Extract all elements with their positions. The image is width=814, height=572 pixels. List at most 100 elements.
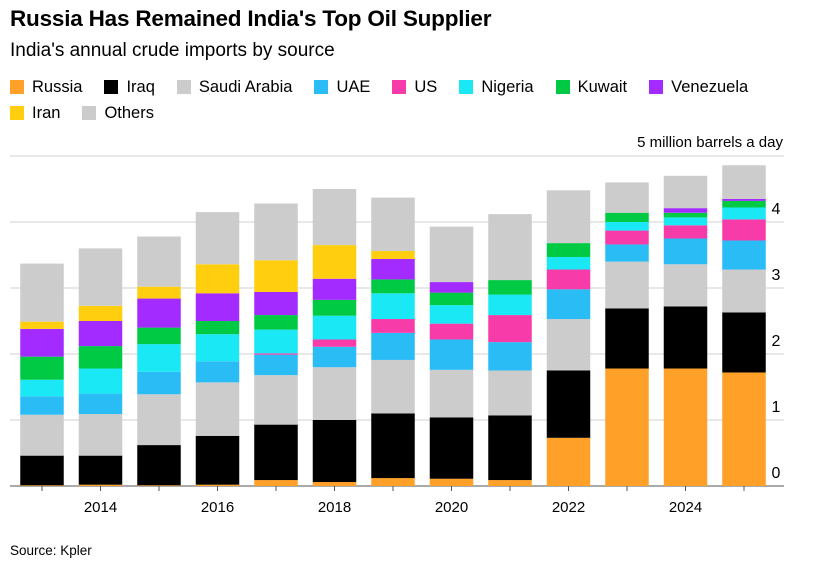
bar-segment-us-2022 bbox=[546, 269, 591, 290]
bar-segment-saudi-arabia-2018 bbox=[312, 367, 357, 420]
legend-item-iraq: Iraq bbox=[104, 77, 155, 97]
bar-segment-us-2021 bbox=[488, 315, 532, 343]
bar-segment-uae-2022 bbox=[546, 289, 591, 320]
bar-segment-others-2022 bbox=[546, 190, 591, 244]
bar-segment-russia-2014 bbox=[78, 484, 123, 486]
bar-segment-us-2018 bbox=[312, 339, 357, 347]
bar-segment-saudi-arabia-2023 bbox=[605, 261, 649, 309]
bar-segment-kuwait-2020 bbox=[429, 292, 474, 306]
bar-segment-russia-2024 bbox=[663, 368, 708, 486]
legend-item-us: US bbox=[392, 77, 437, 97]
bar-segment-saudi-arabia-2022 bbox=[546, 319, 591, 371]
bar-segment-others-2021 bbox=[488, 214, 532, 281]
bar-segment-us-2017 bbox=[254, 353, 298, 355]
bar-segment-us-2023 bbox=[605, 230, 649, 245]
bar-segment-saudi-arabia-2021 bbox=[488, 370, 532, 416]
legend-label: Others bbox=[104, 103, 154, 122]
bar-segment-iran-2014 bbox=[78, 305, 123, 321]
bar-segment-iran-2015 bbox=[137, 286, 181, 299]
bar-segment-others-2013 bbox=[20, 263, 64, 322]
bar-segment-us-2019 bbox=[371, 319, 415, 333]
y-tick-label: 3 bbox=[772, 267, 781, 284]
bar-segment-iraq-2019 bbox=[371, 413, 415, 479]
bar-segment-venezuela-2016 bbox=[195, 293, 240, 321]
bar-segment-iraq-2024 bbox=[663, 306, 708, 369]
bar-segment-saudi-arabia-2025 bbox=[722, 269, 766, 313]
legend-label: UAE bbox=[336, 77, 371, 96]
bar-segment-uae-2024 bbox=[663, 238, 708, 265]
legend-swatch bbox=[555, 80, 570, 94]
bar-segment-kuwait-2023 bbox=[605, 212, 649, 222]
y-axis-label: 5 million barrels a day bbox=[637, 134, 783, 151]
bar-segment-iraq-2015 bbox=[137, 445, 181, 486]
bar-segment-nigeria-2018 bbox=[312, 315, 357, 340]
bar-segment-russia-2016 bbox=[195, 484, 240, 486]
bar-segment-uae-2015 bbox=[137, 371, 181, 395]
bar-segment-venezuela-2013 bbox=[20, 328, 64, 357]
bar-segment-venezuela-2025 bbox=[722, 198, 766, 201]
bar-segment-others-2019 bbox=[371, 197, 415, 252]
bar-segment-iraq-2023 bbox=[605, 308, 649, 369]
bar-segment-saudi-arabia-2017 bbox=[254, 375, 298, 425]
bar-segment-venezuela-2020 bbox=[429, 282, 474, 293]
bar-segment-iraq-2013 bbox=[20, 455, 64, 486]
bar-segment-uae-2020 bbox=[429, 339, 474, 370]
bar-segment-venezuela-2019 bbox=[371, 258, 415, 280]
bar-segment-iraq-2021 bbox=[488, 415, 532, 481]
bar-segment-uae-2013 bbox=[20, 396, 64, 415]
legend-label: Iraq bbox=[126, 77, 155, 96]
bar-segment-others-2025 bbox=[722, 165, 766, 199]
bar-segment-kuwait-2013 bbox=[20, 356, 64, 380]
bar-segment-russia-2022 bbox=[546, 437, 591, 486]
bar-segment-others-2023 bbox=[605, 182, 649, 213]
bar-segment-iraq-2022 bbox=[546, 370, 591, 438]
chart-title: Russia Has Remained India's Top Oil Supp… bbox=[10, 6, 492, 31]
bar-segment-saudi-arabia-2016 bbox=[195, 382, 240, 436]
bar-segment-kuwait-2017 bbox=[254, 315, 298, 330]
legend-item-kuwait: Kuwait bbox=[555, 77, 628, 97]
bar-segment-others-2014 bbox=[78, 248, 123, 306]
bar-segment-iraq-2017 bbox=[254, 424, 298, 481]
bar-segment-kuwait-2016 bbox=[195, 321, 240, 335]
bar-segment-uae-2017 bbox=[254, 354, 298, 376]
bar-segment-nigeria-2019 bbox=[371, 293, 415, 320]
bar-segment-uae-2016 bbox=[195, 361, 240, 383]
bar-segment-nigeria-2025 bbox=[722, 207, 766, 220]
legend-label: Iran bbox=[32, 103, 61, 122]
legend-swatch bbox=[82, 106, 97, 120]
source-note: Source: Kpler bbox=[10, 543, 92, 558]
legend-label: Russia bbox=[32, 77, 83, 96]
bar-segment-us-2024 bbox=[663, 225, 708, 239]
bar-segment-others-2015 bbox=[137, 236, 181, 287]
x-tick-label: 2016 bbox=[201, 499, 234, 516]
bar-segment-iran-2018 bbox=[312, 245, 357, 279]
bar-segment-venezuela-2024 bbox=[663, 208, 708, 213]
bar-segment-iran-2013 bbox=[20, 321, 64, 329]
bar-segment-nigeria-2016 bbox=[195, 334, 240, 362]
legend-item-nigeria: Nigeria bbox=[459, 77, 534, 97]
bar-segment-saudi-arabia-2015 bbox=[137, 394, 181, 446]
bar-segment-kuwait-2022 bbox=[546, 243, 591, 257]
legend-swatch bbox=[176, 80, 191, 94]
bar-segment-nigeria-2015 bbox=[137, 344, 181, 372]
legend-item-saudi-arabia: Saudi Arabia bbox=[176, 77, 292, 97]
bar-segment-iraq-2016 bbox=[195, 435, 240, 485]
bar-segment-saudi-arabia-2020 bbox=[429, 369, 474, 418]
legend-item-venezuela: Venezuela bbox=[649, 77, 748, 97]
bar-segment-kuwait-2019 bbox=[371, 279, 415, 294]
y-tick-label: 1 bbox=[772, 399, 781, 416]
bar-segment-nigeria-2023 bbox=[605, 222, 649, 231]
bar-segment-nigeria-2021 bbox=[488, 294, 532, 316]
legend-label: Kuwait bbox=[577, 77, 628, 96]
bar-segment-others-2024 bbox=[663, 175, 708, 209]
legend-label: US bbox=[414, 77, 438, 96]
legend-item-russia: Russia bbox=[10, 77, 82, 97]
legend-swatch bbox=[392, 80, 407, 94]
bar-segment-russia-2019 bbox=[371, 478, 415, 486]
bar-segment-saudi-arabia-2013 bbox=[20, 414, 64, 456]
bar-segment-venezuela-2015 bbox=[137, 298, 181, 328]
bar-segment-russia-2020 bbox=[429, 478, 474, 486]
bar-segment-iran-2019 bbox=[371, 251, 415, 259]
bar-segment-others-2018 bbox=[312, 189, 357, 246]
